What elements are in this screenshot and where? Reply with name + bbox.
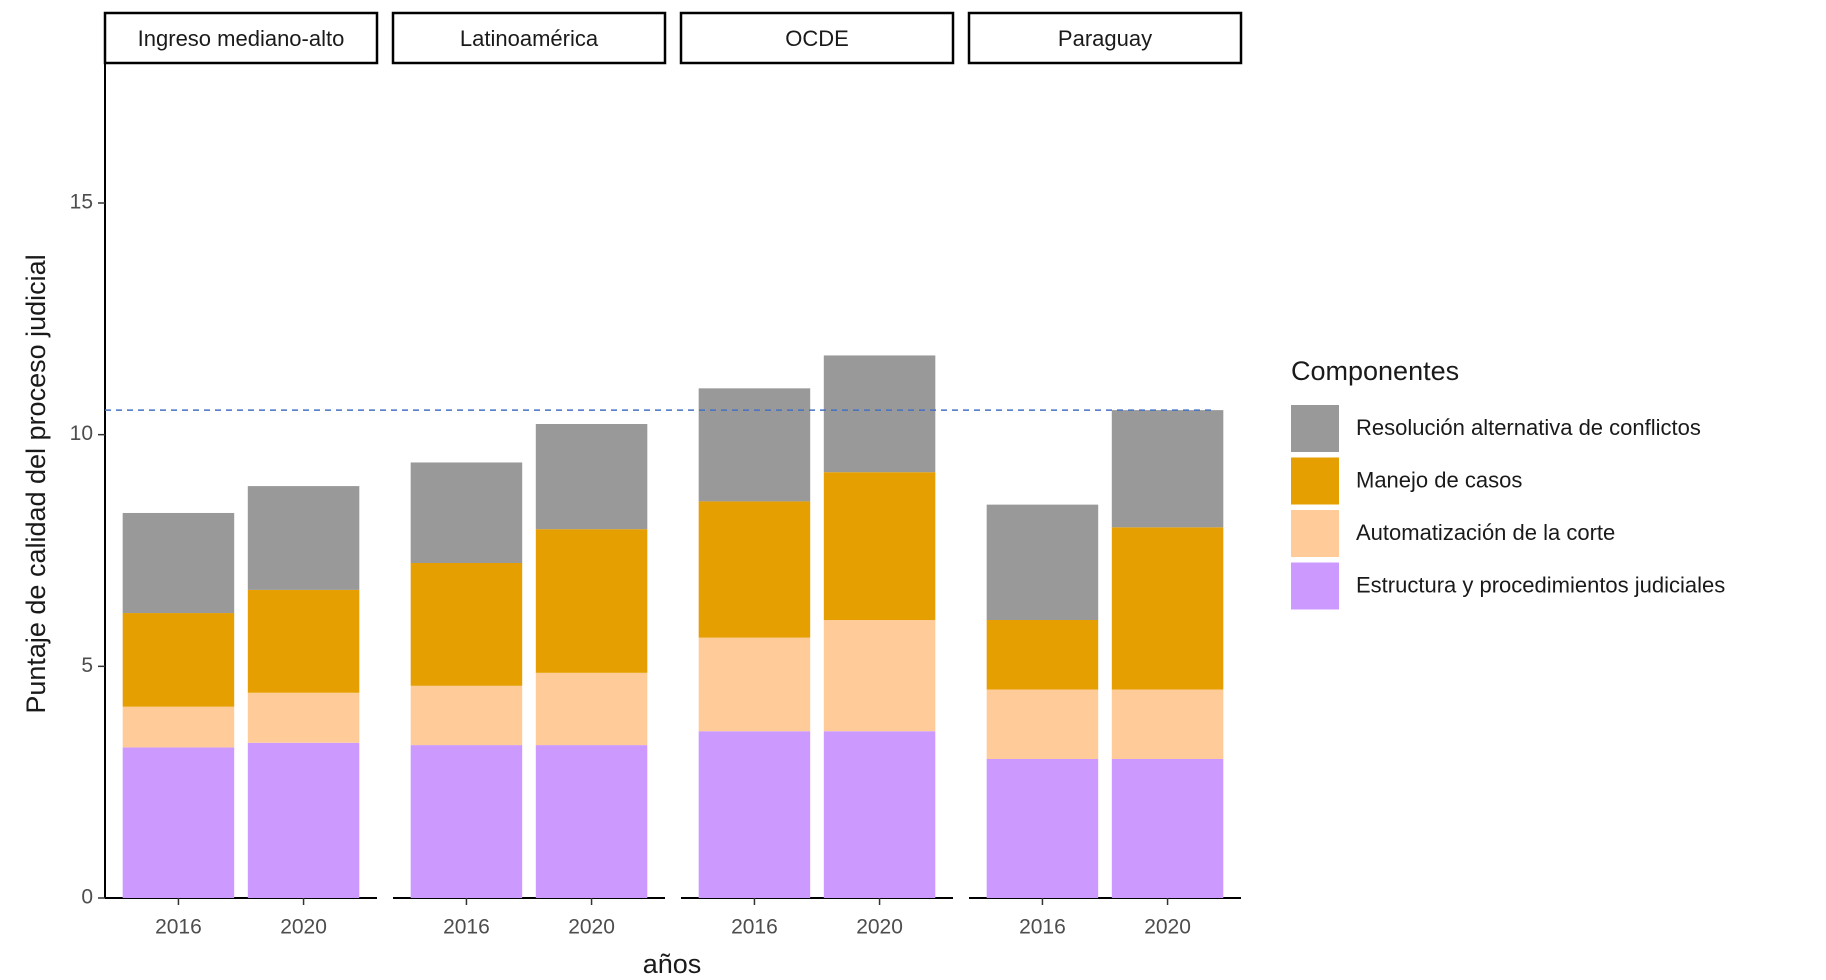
- bar-segment: [247, 589, 360, 693]
- legend-key: [1291, 510, 1339, 557]
- bar-segment: [698, 637, 811, 732]
- strip-box: [679, 11, 955, 65]
- bar-segment: [535, 424, 648, 530]
- y-tick-label: 10: [70, 422, 93, 445]
- strip-box: [391, 11, 667, 65]
- y-tick-label: 15: [70, 191, 93, 214]
- x-tick-label: 2020: [1144, 916, 1191, 939]
- bar-segment: [247, 692, 360, 743]
- bar-segment: [698, 501, 811, 638]
- bar-segment: [410, 745, 523, 898]
- bar-segment: [535, 529, 648, 673]
- bar-segment: [247, 742, 360, 898]
- bar-segment: [247, 486, 360, 590]
- bar-segment: [986, 504, 1099, 620]
- bar-segment: [823, 731, 936, 898]
- legend-key: [1291, 405, 1339, 452]
- bar-segment: [986, 620, 1099, 690]
- strip-box: [967, 11, 1243, 65]
- legend-title: Componentes: [1291, 356, 1459, 386]
- bar-segment: [823, 472, 936, 620]
- x-tick-label: 2016: [731, 916, 778, 939]
- y-tick-label: 5: [81, 654, 93, 677]
- bar-segment: [535, 672, 648, 746]
- legend-label: Automatización de la corte: [1356, 520, 1615, 545]
- bar-segment: [1111, 689, 1224, 759]
- bar-segment: [823, 355, 936, 473]
- legend-label: Estructura y procedimientos judiciales: [1356, 572, 1725, 597]
- legend-key: [1291, 562, 1339, 610]
- bar-segment: [410, 462, 523, 564]
- bar-segment: [986, 689, 1099, 759]
- bar-segment: [823, 620, 936, 732]
- x-axis-title: años: [643, 949, 702, 979]
- bar-segment: [986, 759, 1099, 898]
- bar-segment: [698, 731, 811, 898]
- legend-key: [1291, 457, 1339, 505]
- strip-label: OCDE: [785, 26, 849, 51]
- strip-label: Paraguay: [1058, 26, 1152, 51]
- bar-segment: [122, 747, 235, 898]
- bar-segment: [410, 685, 523, 746]
- x-tick-label: 2016: [443, 916, 490, 939]
- legend-label: Resolución alternativa de conflictos: [1356, 415, 1701, 440]
- x-tick-label: 2020: [856, 916, 903, 939]
- bar-segment: [122, 512, 235, 614]
- bar-segment: [1111, 527, 1224, 690]
- x-tick-label: 2016: [1019, 916, 1066, 939]
- y-axis-title: Puntaje de calidad del proceso judicial: [21, 254, 51, 713]
- x-tick-label: 2016: [155, 916, 202, 939]
- y-tick-label: 0: [81, 886, 93, 909]
- strip-label: Latinoamérica: [460, 26, 599, 51]
- bar-segment: [535, 745, 648, 898]
- bar-segment: [122, 613, 235, 707]
- strip-label: Ingreso mediano-alto: [138, 26, 345, 51]
- x-tick-label: 2020: [568, 916, 615, 939]
- legend-label: Manejo de casos: [1356, 467, 1522, 492]
- bar-segment: [1111, 759, 1224, 898]
- x-tick-label: 2020: [280, 916, 327, 939]
- bar-segment: [410, 563, 523, 686]
- bar-segment: [1111, 410, 1224, 528]
- bar-segment: [122, 706, 235, 748]
- strip-box: [103, 11, 379, 65]
- bar-segment: [698, 388, 811, 502]
